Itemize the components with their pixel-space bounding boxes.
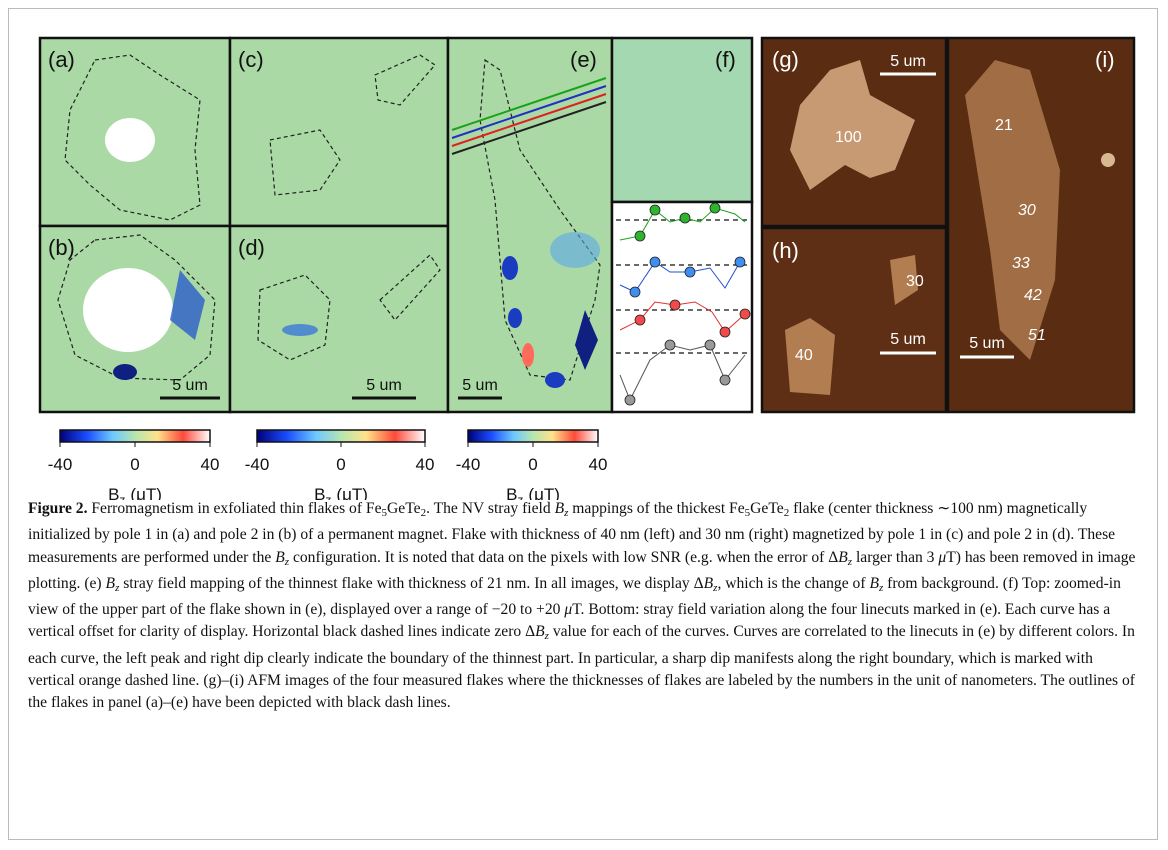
label-symbol: B [108, 485, 119, 500]
colorbar-tick-label: 0 [130, 455, 139, 474]
linecut-profiles [616, 202, 751, 406]
thickness-label: 40 [795, 347, 813, 364]
caption-text: T. Bottom: stray field variation along t… [28, 601, 1111, 641]
caption-text: B [869, 574, 879, 592]
caption-text: Figure 2. [28, 500, 88, 517]
caption-text: GeTe [387, 500, 421, 517]
label-unit: (μT) [336, 485, 368, 500]
caption-text: . The NV stray field [426, 500, 555, 517]
colorbar-label: Bz (μT) [314, 485, 368, 500]
caption-text: B [105, 574, 116, 592]
thickness-label: 21 [995, 117, 1013, 134]
caption-text: z [847, 555, 853, 568]
scale-bar-label: 5 um [366, 377, 402, 394]
panel-label: (d) [238, 235, 265, 260]
colorbar-tick-label: 40 [416, 455, 435, 474]
panel-label: (e) [570, 47, 597, 72]
label-subscript: z [119, 493, 125, 500]
caption-text: z [878, 581, 884, 594]
label-symbol: B [314, 485, 325, 500]
caption-text: 2 [420, 507, 427, 519]
nv-maps [38, 36, 754, 414]
label-subscript: z [517, 493, 523, 500]
afm-images [760, 36, 1136, 414]
caption-text: z [544, 630, 549, 643]
thickness-label: 33 [1012, 255, 1030, 272]
caption-text: T) has been removed in image plotting. (… [28, 548, 1136, 592]
colorbar-label: Bz (μT) [108, 485, 162, 500]
figure-frame [8, 8, 1158, 840]
colorbar-tick-label: 40 [201, 455, 220, 474]
colorbar-label: Bz (μT) [506, 485, 560, 500]
label-subscript: z [325, 493, 331, 500]
thickness-labels: 100 30 40 21 30 33 42 51 [795, 117, 1046, 364]
thickness-label: 51 [1028, 327, 1046, 344]
caption-text: stray field mapping of the thinnest flak… [119, 574, 704, 592]
label-unit: (μT) [130, 485, 162, 500]
caption-text: 2 [783, 507, 790, 519]
panel-label: (b) [48, 235, 75, 260]
caption-text: 5 [744, 507, 751, 519]
panel-label: (h) [772, 238, 799, 263]
linecuts [451, 77, 607, 155]
label-symbol: B [506, 485, 517, 500]
colorbar-tick-label: 0 [336, 455, 345, 474]
caption-text: flake (center thickness ∼100 nm) magneti… [28, 500, 1116, 566]
scale-bar-label: 5 um [969, 335, 1005, 352]
colorbar-tick-label: 0 [528, 455, 537, 474]
colorbar-tick-label: -40 [48, 455, 73, 474]
caption-text: z [115, 581, 120, 594]
panel-label: (c) [238, 47, 264, 72]
colorbar-tick-label: -40 [245, 455, 270, 474]
thickness-label: 42 [1024, 287, 1042, 304]
field-features [83, 118, 600, 388]
caption-text: 5 [381, 507, 388, 519]
caption-text: GeTe [750, 500, 784, 517]
caption-text: z [284, 555, 290, 568]
caption-text: z [564, 507, 569, 519]
caption-text: , which is the change of [717, 574, 870, 592]
caption-text: μ [938, 548, 947, 566]
afm-flakes [785, 60, 1115, 395]
caption: Figure 2. Ferromagnetism in exfoliated t… [28, 498, 1143, 715]
colorbar-tick-label: 40 [589, 455, 608, 474]
caption-text: from background. (f) Top: zoomed-in view… [28, 574, 1121, 619]
caption-text: z [713, 581, 718, 594]
panel-label: (f) [715, 47, 736, 72]
scale-bars: 5 um 5 um 5 um 5 um 5 um 5 um [160, 53, 1014, 400]
colorbar [59, 429, 211, 443]
caption-text: B [554, 500, 565, 517]
caption-text: mappings of the thickest Fe [568, 500, 745, 517]
caption-text: B [535, 623, 545, 641]
caption-text: value for each of the curves. Curves are… [28, 623, 1135, 712]
panel-label: (i) [1095, 47, 1115, 72]
colorbar [256, 429, 426, 443]
colorbar [467, 429, 599, 443]
scale-bar-label: 5 um [890, 331, 926, 348]
scale-bar-label: 5 um [172, 377, 208, 394]
thickness-label: 100 [835, 129, 862, 146]
label-unit: (μT) [528, 485, 560, 500]
scale-bar-label: 5 um [462, 377, 498, 394]
scale-bar-label: 5 um [890, 53, 926, 70]
colorbar-tick-label: -40 [456, 455, 481, 474]
panel-label: (a) [48, 47, 75, 72]
figure: (a) (b) (c) (d) (e) (f) (g) (h) (i) 5 um… [38, 36, 1136, 500]
caption-text: B [838, 548, 848, 566]
thickness-label: 30 [906, 273, 924, 290]
caption-text: μ [564, 601, 573, 619]
caption-text: Ferromagnetism in exfoliated thin flakes… [87, 500, 382, 517]
thickness-label: 30 [1018, 202, 1036, 219]
caption-text: B [275, 548, 285, 566]
colorbars: -40 0 40 Bz (μT) -40 0 40 Bz (μT) -40 0 40 Bz (μT) [48, 429, 608, 500]
caption-text: configuration. It is noted that data on … [289, 548, 839, 566]
caption-text: larger than 3 [852, 548, 939, 566]
caption-text: B [703, 574, 714, 592]
panel-label: (g) [772, 47, 799, 72]
